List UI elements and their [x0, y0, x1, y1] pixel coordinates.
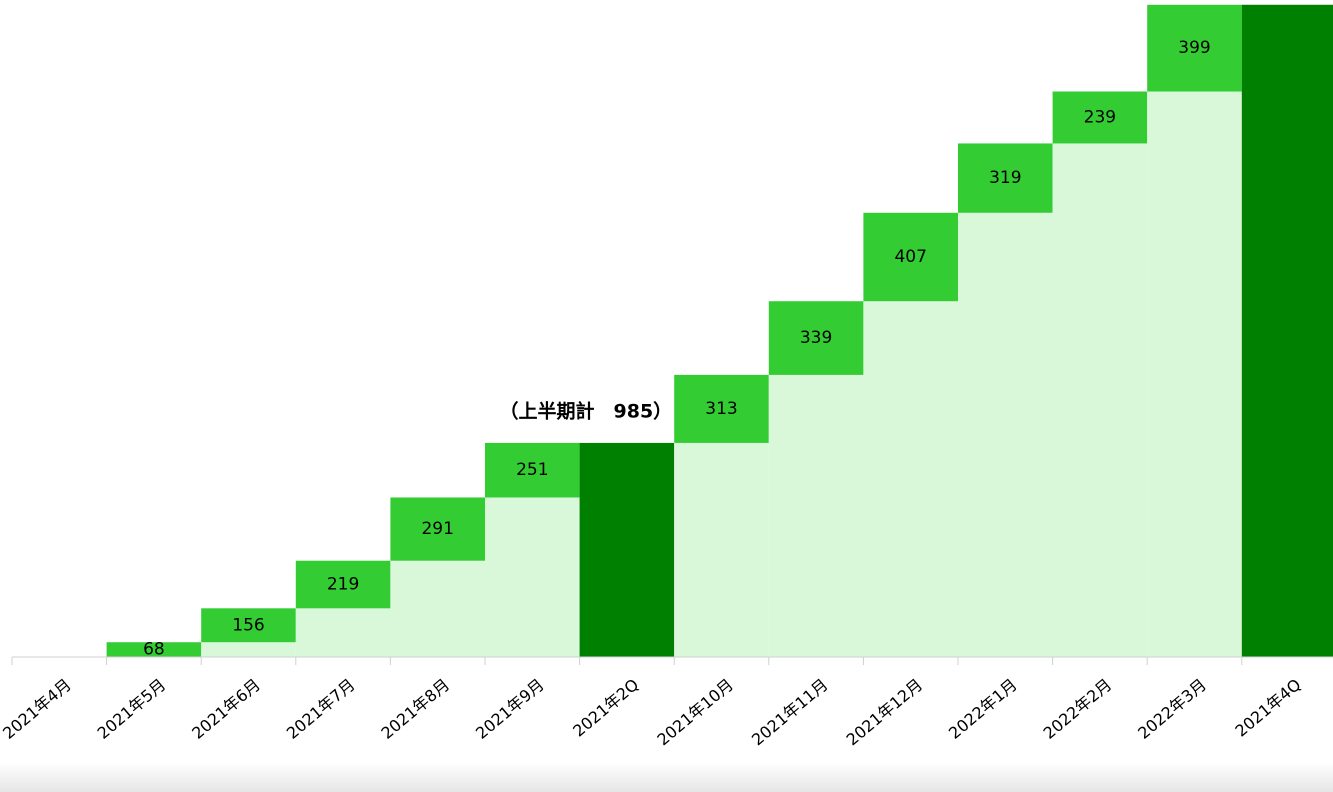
base-fill	[1147, 91, 1242, 658]
data-label: 239	[1084, 107, 1116, 127]
annotation: （上半期計 985）	[500, 399, 673, 422]
data-label: 251	[516, 460, 548, 480]
x-tick-label: 2021年11月	[748, 675, 832, 749]
x-tick-label: 2022年2月	[1040, 675, 1116, 743]
x-tick-label: 2021年12月	[843, 675, 927, 749]
base-fill	[485, 497, 580, 657]
bar	[958, 143, 1053, 213]
total-bar	[579, 442, 675, 657]
bar	[1147, 4, 1242, 92]
x-tick-label: 2021年8月	[377, 675, 453, 743]
base-fill	[958, 212, 1053, 657]
bar	[674, 374, 769, 443]
bar	[295, 560, 391, 609]
bar	[768, 301, 864, 375]
data-label: 407	[894, 247, 926, 267]
data-label: 319	[989, 168, 1021, 188]
base-fill	[863, 301, 958, 657]
x-tick-label: 2021年4Q	[1231, 675, 1304, 741]
data-label: 399	[1178, 38, 1210, 58]
x-tick-label: 2021年4月	[0, 675, 75, 743]
data-label: 219	[327, 575, 359, 595]
data-label: 313	[705, 399, 737, 419]
x-tick-label: 2021年5月	[94, 675, 170, 743]
x-tick-label: 2022年3月	[1134, 675, 1210, 743]
bar	[863, 212, 958, 302]
x-tick-label: 2022年1月	[945, 675, 1021, 743]
bar	[1052, 91, 1148, 144]
base-fill	[201, 642, 296, 657]
bar	[106, 642, 202, 657]
base-fill	[390, 560, 485, 657]
base-fill	[674, 442, 769, 657]
x-tick-label: 2021年9月	[472, 675, 548, 743]
base-fill	[295, 608, 391, 657]
data-label: 68	[143, 640, 165, 660]
footer-shade	[0, 762, 1333, 792]
total-bar	[1241, 4, 1333, 657]
bar	[485, 442, 580, 498]
x-tick-label: 2021年10月	[653, 675, 737, 749]
data-label: 291	[421, 519, 453, 539]
base-fill	[768, 374, 864, 657]
bar	[201, 608, 296, 643]
data-label: 339	[800, 328, 832, 348]
x-tick-label: 2021年7月	[283, 675, 359, 743]
x-tick-label: 2021年6月	[188, 675, 264, 743]
x-tick-label: 2021年2Q	[569, 675, 642, 741]
data-label: 156	[232, 615, 264, 635]
base-fill	[1052, 143, 1148, 657]
bar	[390, 497, 485, 561]
